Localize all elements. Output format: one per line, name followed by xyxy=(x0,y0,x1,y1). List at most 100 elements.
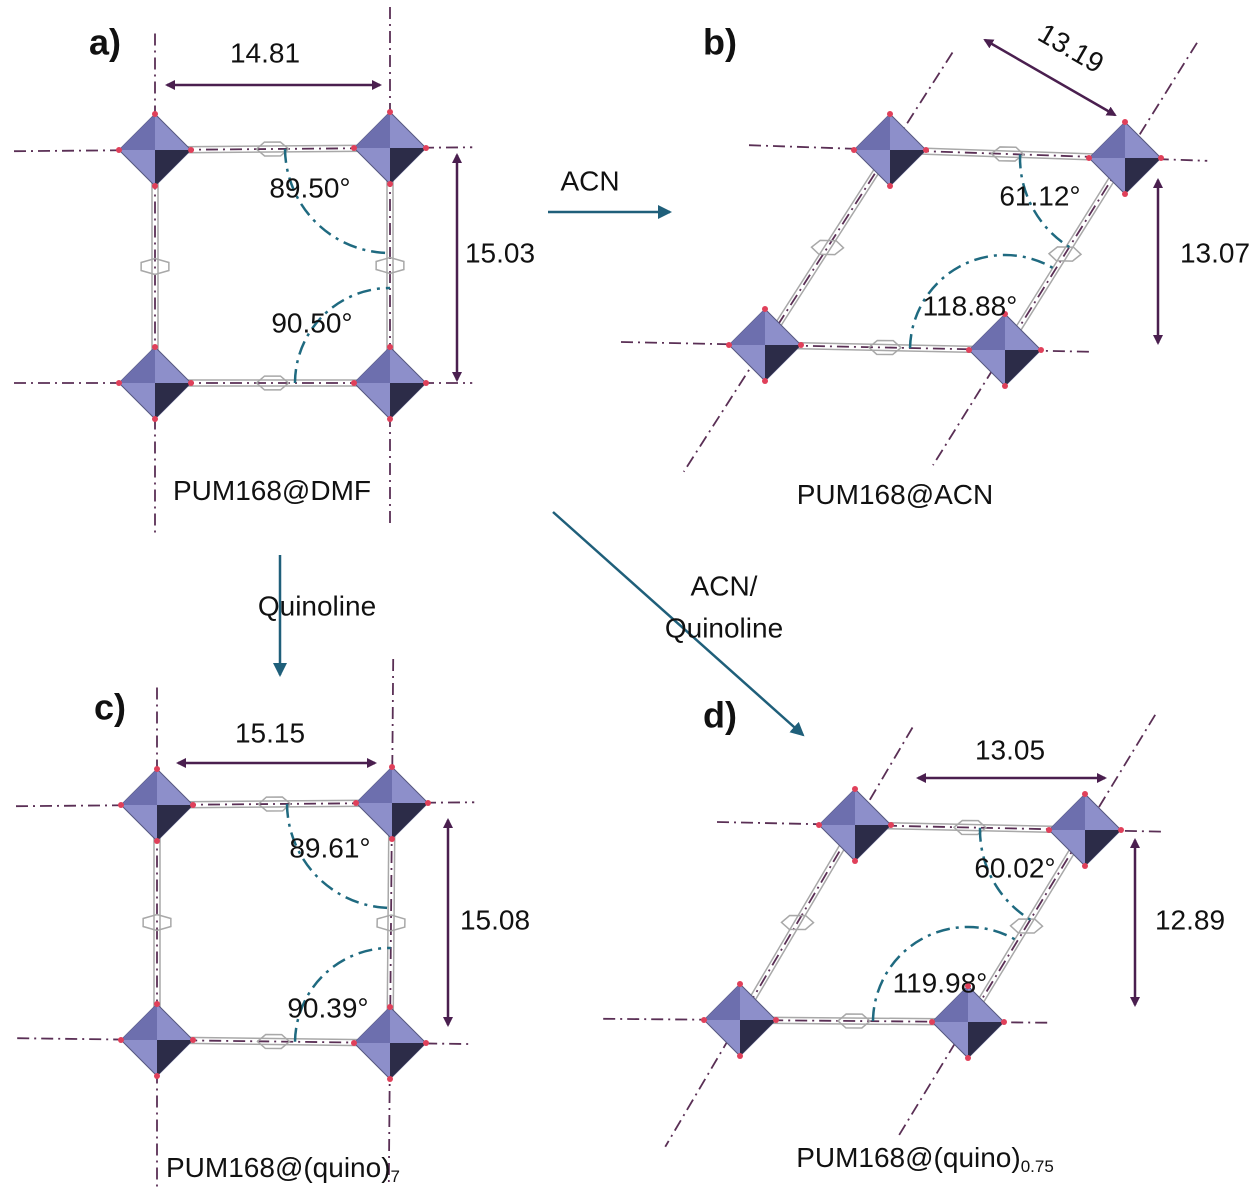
arrow-label: ACN xyxy=(560,165,619,196)
octahedron-face xyxy=(119,114,155,150)
caption-text: PUM168@DMF xyxy=(173,475,371,506)
oxygen xyxy=(888,822,894,828)
oxygen xyxy=(1158,155,1164,161)
oxygen xyxy=(154,838,160,844)
oxygen xyxy=(816,822,822,828)
height-label: 15.08 xyxy=(460,904,530,935)
oxygen xyxy=(351,1040,357,1046)
oxygen xyxy=(152,344,158,350)
panel-label: a) xyxy=(89,22,121,63)
oxygen xyxy=(118,802,124,808)
octahedron-face xyxy=(819,789,855,825)
octahedron-face xyxy=(354,347,390,383)
octahedron-face xyxy=(740,1020,776,1056)
oxygen xyxy=(154,766,160,772)
oxygen xyxy=(188,380,194,386)
octahedron-face xyxy=(1085,830,1121,866)
process-arrow: Quinoline xyxy=(258,555,376,675)
angle-label: 119.98° xyxy=(893,967,988,998)
octahedron-face xyxy=(390,148,426,184)
oxygen xyxy=(965,1055,971,1061)
oxygen xyxy=(1118,827,1124,833)
linker xyxy=(737,823,852,1018)
oxygen xyxy=(154,1001,160,1007)
oxygen xyxy=(798,342,804,348)
oxygen xyxy=(387,109,393,115)
oxygen xyxy=(737,1053,743,1059)
oxygen xyxy=(389,764,395,770)
process-arrow: ACN xyxy=(548,165,670,212)
oxygen xyxy=(1038,347,1044,353)
oxygen xyxy=(852,786,858,792)
oxygen xyxy=(387,181,393,187)
oxygen xyxy=(1046,827,1052,833)
oxygen xyxy=(887,111,893,117)
angle-label: 118.88° xyxy=(923,290,1018,321)
angle-label: 89.61° xyxy=(289,832,370,863)
oxygen xyxy=(423,380,429,386)
caption: PUM168@(quino)0.75 xyxy=(796,1142,1054,1176)
oxygen xyxy=(726,342,732,348)
angle-label: 89.50° xyxy=(269,172,350,203)
oxygen xyxy=(154,1073,160,1079)
octahedron-face xyxy=(155,150,191,186)
oxygen xyxy=(190,1037,196,1043)
oxygen xyxy=(701,1017,707,1023)
oxygen xyxy=(190,802,196,808)
oxygen xyxy=(966,347,972,353)
linker xyxy=(743,827,858,1022)
oxygen xyxy=(1001,1019,1007,1025)
arrow-label: Quinoline xyxy=(665,612,783,643)
oxygen xyxy=(1122,119,1128,125)
octahedron-face xyxy=(155,383,191,419)
height-label: 13.07 xyxy=(1180,237,1250,268)
oxygen xyxy=(353,800,359,806)
axis-line xyxy=(665,728,912,1147)
arrow-label: ACN/ xyxy=(691,570,758,601)
width-label: 15.15 xyxy=(235,717,305,748)
oxygen xyxy=(1082,791,1088,797)
axis-line xyxy=(389,659,393,1187)
oxygen xyxy=(887,183,893,189)
oxygen xyxy=(1086,155,1092,161)
octahedron-face xyxy=(968,1022,1004,1058)
oxygen xyxy=(351,145,357,151)
oxygen xyxy=(773,1017,779,1023)
oxygen xyxy=(425,800,431,806)
oxygen xyxy=(423,145,429,151)
oxygen xyxy=(923,147,929,153)
oxygen xyxy=(1122,191,1128,197)
angle-label: 60.02° xyxy=(974,852,1055,883)
figure: a)14.8115.0389.50°90.50°PUM168@DMFb)13.1… xyxy=(0,0,1259,1191)
width-label: 13.19 xyxy=(1033,17,1109,79)
panel: b)13.1913.0761.12°118.88°PUM168@ACN xyxy=(621,17,1250,510)
oxygen xyxy=(929,1019,935,1025)
width-label: 13.05 xyxy=(975,734,1045,765)
height-label: 15.03 xyxy=(465,237,535,268)
oxygen xyxy=(188,147,194,153)
oxygen xyxy=(387,416,393,422)
caption-sub: 0.75 xyxy=(1021,1157,1054,1176)
oxygen xyxy=(762,378,768,384)
oxygen xyxy=(152,416,158,422)
oxygen xyxy=(389,836,395,842)
caption-sub: 7 xyxy=(391,1167,400,1186)
angle-label: 90.50° xyxy=(271,307,352,338)
octahedron-face xyxy=(1049,794,1085,830)
oxygen xyxy=(1002,383,1008,389)
oxygen xyxy=(1082,863,1088,869)
caption-text: PUM168@(quino) xyxy=(796,1142,1021,1173)
angle-label: 90.39° xyxy=(287,992,368,1023)
linker xyxy=(762,148,887,343)
axis-line xyxy=(684,53,953,472)
oxygen xyxy=(116,380,122,386)
linker xyxy=(768,152,893,347)
octahedron-face xyxy=(855,825,891,861)
panel-label: b) xyxy=(703,22,737,63)
oxygen xyxy=(387,1004,393,1010)
oxygen xyxy=(152,183,158,189)
oxygen xyxy=(387,1076,393,1082)
oxygen xyxy=(737,981,743,987)
panel: d)13.0512.8960.02°119.98°PUM168@(quino)0… xyxy=(603,695,1225,1177)
oxygen xyxy=(116,147,122,153)
